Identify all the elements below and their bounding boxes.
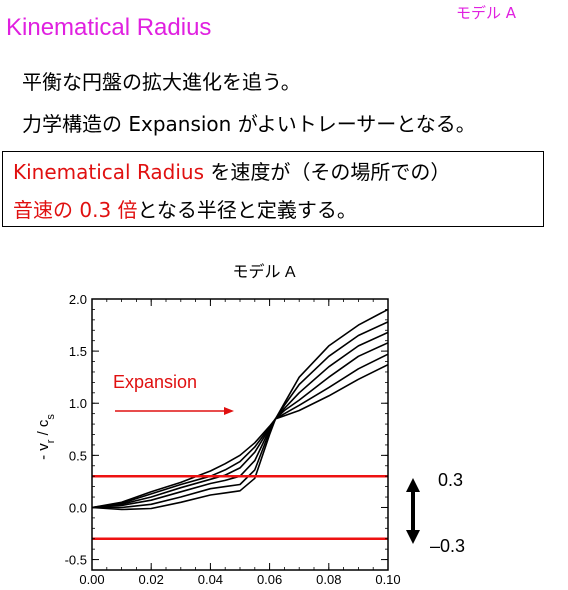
lower-threshold-label: –0.3 bbox=[430, 536, 465, 556]
data-line-2 bbox=[91, 321, 389, 509]
range-arrow-down-icon bbox=[406, 530, 420, 544]
y-axis-label-part: / c bbox=[35, 419, 52, 440]
axis-ticks bbox=[91, 298, 389, 571]
data-line-4 bbox=[91, 342, 389, 509]
range-arrow-up-icon bbox=[406, 478, 420, 492]
chart-title: モデル A bbox=[232, 262, 295, 281]
model-tag: モデル A bbox=[456, 4, 517, 22]
y-axis-label-subscript: r bbox=[45, 439, 57, 443]
data-line-5 bbox=[92, 353, 389, 509]
y-tick-label: 2.0 bbox=[69, 292, 87, 307]
definition-line-1: Kinematical Radius を速度が（その場所での） bbox=[13, 156, 450, 185]
body-line-1: 平衡な円盤の拡大進化を追う。 bbox=[22, 70, 301, 94]
y-axis-label-subscript: s bbox=[45, 414, 57, 420]
body-line-2: 力学構造の Expansion がよいトレーサーとなる。 bbox=[22, 112, 476, 136]
y-tick-label: -0.5 bbox=[65, 553, 87, 568]
definition-value: 音速の 0.3 倍 bbox=[13, 198, 138, 222]
y-tick-label: 0.5 bbox=[69, 448, 87, 463]
threshold-lines bbox=[92, 474, 388, 540]
data-lines bbox=[91, 308, 389, 511]
velocity-chart: モデル A - vr / cs 0.00 0.02 0.04 0.06 0.08 0.10… bbox=[35, 262, 465, 587]
x-tick-label: 0.04 bbox=[198, 572, 223, 587]
y-tick-label: 1.0 bbox=[69, 396, 87, 411]
definition-text-2: となる半径と定義する。 bbox=[137, 198, 357, 222]
x-tick-label: 0.02 bbox=[139, 572, 164, 587]
definition-line-2: 音速の 0.3 倍となる半径と定義する。 bbox=[13, 194, 357, 223]
upper-threshold-label: 0.3 bbox=[438, 470, 463, 490]
x-tick-label: 0.06 bbox=[257, 572, 282, 587]
x-tick-label: 0.10 bbox=[375, 572, 400, 587]
y-axis-label-part: - v bbox=[35, 443, 52, 460]
x-tick-label: 0.00 bbox=[79, 572, 104, 587]
y-tick-label: 0.0 bbox=[69, 500, 87, 515]
expansion-arrowhead-icon bbox=[224, 407, 234, 415]
data-line-3 bbox=[91, 331, 389, 509]
tick-labels: 0.00 0.02 0.04 0.06 0.08 0.10 -0.5 0.0 0.5 1.0 1.5… bbox=[65, 292, 401, 587]
definition-term: Kinematical Radius bbox=[13, 160, 205, 184]
y-axis-label: - vr / cs bbox=[35, 414, 57, 460]
definition-text-1: を速度が（その場所での） bbox=[204, 160, 451, 184]
definition-box: Kinematical Radius を速度が（その場所での） 音速の 0.3 … bbox=[2, 151, 544, 227]
expansion-label: Expansion bbox=[113, 372, 197, 392]
slide-title: Kinematical Radius bbox=[6, 14, 212, 41]
data-line-6 bbox=[91, 363, 389, 511]
x-tick-label: 0.08 bbox=[316, 572, 341, 587]
y-tick-label: 1.5 bbox=[69, 344, 87, 359]
plot-frame bbox=[91, 298, 389, 571]
data-line-1 bbox=[91, 308, 389, 509]
y-axis-label-text: - vr / cs bbox=[35, 414, 57, 460]
